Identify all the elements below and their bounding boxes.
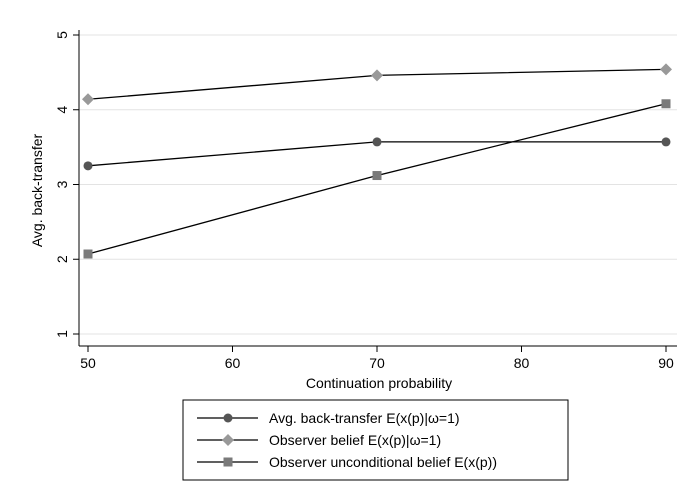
- data-point: [371, 69, 383, 82]
- data-point: [661, 99, 671, 109]
- legend: Avg. back-transfer E(x(p)|ω=1) Observer b…: [182, 399, 569, 481]
- series-3: [83, 99, 671, 259]
- legend-marker: [223, 413, 233, 423]
- x-axis-ticks: 50 60 70 80 90: [80, 346, 674, 371]
- y-axis-ticks: 1 2 3 4 5: [54, 31, 79, 338]
- data-point: [660, 63, 672, 76]
- legend-item-3: Observer unconditional belief E(x(p)): [197, 454, 497, 470]
- series-layer: [82, 63, 672, 259]
- plot-frame: [78, 30, 677, 347]
- data-point: [661, 137, 671, 147]
- legend-marker: [223, 457, 233, 467]
- y-axis-title: Avg. back-transfer: [29, 133, 45, 247]
- data-point: [83, 161, 93, 171]
- grid-lines: [79, 34, 677, 335]
- legend-marker: [222, 434, 234, 446]
- x-tick-label: 70: [369, 355, 385, 371]
- legend-item-2: Observer belief E(x(p)|ω=1): [197, 432, 441, 448]
- series-1: [83, 137, 671, 171]
- x-tick-label: 90: [658, 355, 674, 371]
- x-tick-label: 80: [514, 355, 530, 371]
- legend-item-1: Avg. back-transfer E(x(p)|ω=1): [197, 410, 460, 426]
- y-tick-label: 2: [54, 255, 70, 263]
- x-tick-label: 50: [80, 355, 96, 371]
- legend-label: Avg. back-transfer E(x(p)|ω=1): [269, 410, 460, 426]
- series-2: [82, 63, 672, 106]
- data-point: [82, 93, 94, 106]
- y-tick-label: 5: [54, 31, 70, 39]
- x-tick-label: 60: [225, 355, 241, 371]
- data-point: [372, 137, 382, 147]
- x-axis-title: Continuation probability: [306, 375, 452, 391]
- data-point: [83, 249, 93, 259]
- legend-label: Observer unconditional belief E(x(p)): [269, 454, 497, 470]
- data-point: [372, 171, 382, 181]
- y-tick-label: 4: [54, 106, 70, 114]
- y-tick-label: 1: [54, 330, 70, 338]
- y-tick-label: 3: [54, 180, 70, 188]
- legend-label: Observer belief E(x(p)|ω=1): [269, 432, 441, 448]
